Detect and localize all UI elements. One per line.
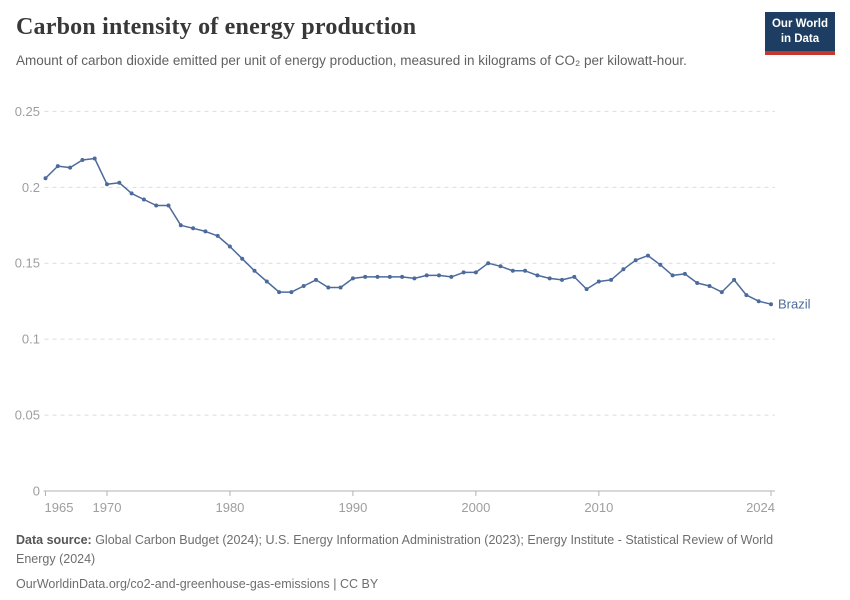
data-point <box>350 276 355 281</box>
data-point <box>535 273 540 278</box>
data-point <box>572 274 577 279</box>
data-point <box>400 274 405 279</box>
data-point <box>92 156 97 161</box>
data-point <box>682 271 687 276</box>
y-tick-label: 0.2 <box>22 180 40 195</box>
data-point <box>178 223 183 228</box>
chart-footer: Data source: Global Carbon Budget (2024)… <box>16 531 816 593</box>
data-point <box>719 290 724 295</box>
data-point <box>560 277 564 282</box>
data-point <box>633 258 638 263</box>
data-point <box>105 182 109 187</box>
y-tick-label: 0.1 <box>22 332 40 347</box>
x-tick-label: 2024 <box>746 500 775 515</box>
owid-logo-line2: in Data <box>780 32 820 45</box>
data-point <box>461 270 466 275</box>
owid-logo-line1: Our World <box>771 18 828 30</box>
data-source: Data source: Global Carbon Budget (2024)… <box>16 531 816 569</box>
data-point <box>129 191 134 196</box>
data-point <box>732 277 737 282</box>
data-point <box>424 273 429 278</box>
data-point <box>510 268 515 273</box>
x-tick-label: 1990 <box>338 500 367 515</box>
chart-header: Carbon intensity of energy production Am… <box>16 14 750 72</box>
data-point <box>252 268 257 273</box>
data-point <box>55 164 60 169</box>
data-point <box>264 279 269 284</box>
data-point <box>166 203 171 208</box>
data-point <box>609 277 614 282</box>
data-point <box>744 293 749 298</box>
y-tick-label: 0 <box>33 484 40 499</box>
x-tick-label: 2000 <box>461 500 490 515</box>
data-point <box>707 284 712 288</box>
data-point <box>117 180 122 185</box>
data-source-text: Global Carbon Budget (2024); U.S. Energy… <box>16 533 774 566</box>
owid-logo[interactable]: Our World in Data <box>764 12 835 55</box>
data-point <box>227 244 232 249</box>
footer-url: OurWorldinData.org/co2-and-greenhouse-ga… <box>16 576 379 591</box>
data-point <box>203 229 208 234</box>
data-point <box>756 299 761 304</box>
data-point <box>141 197 146 202</box>
x-tick-label: 2010 <box>584 500 613 515</box>
data-point <box>437 273 441 278</box>
data-point <box>338 285 343 290</box>
data-point <box>523 268 528 273</box>
entity-label: Brazil <box>778 297 811 312</box>
data-point <box>769 302 773 307</box>
y-tick-label: 0.05 <box>15 408 40 423</box>
x-tick-label: 1980 <box>215 500 244 515</box>
y-tick-label: 0.15 <box>15 256 40 271</box>
data-point <box>215 233 220 238</box>
data-point <box>547 276 552 281</box>
data-point <box>621 267 626 272</box>
data-point <box>646 253 650 258</box>
x-tick-label: 1970 <box>93 500 122 515</box>
data-point <box>277 290 282 295</box>
data-point <box>314 277 318 282</box>
data-point <box>486 261 491 266</box>
data-point <box>584 287 589 292</box>
x-tick-label: 1965 <box>45 500 74 515</box>
data-point <box>596 279 601 284</box>
data-point <box>670 273 675 278</box>
data-line <box>44 157 772 305</box>
data-point <box>363 274 368 279</box>
chart-subtitle: Amount of carbon dioxide emitted per uni… <box>16 53 687 68</box>
data-point <box>375 274 380 279</box>
data-point <box>154 203 159 208</box>
y-tick-label: 0.25 <box>15 104 40 119</box>
data-point <box>498 264 503 269</box>
data-point <box>387 274 392 279</box>
data-point <box>301 284 306 288</box>
data-point <box>473 270 478 275</box>
data-point <box>326 285 331 290</box>
data-point <box>658 262 663 267</box>
data-point <box>80 158 85 162</box>
data-point <box>695 281 700 285</box>
data-point <box>240 256 245 261</box>
data-point <box>289 290 294 295</box>
data-point <box>449 274 454 279</box>
data-point <box>43 176 48 181</box>
line-chart-svg: 0 0.05 0.1 0.15 0.2 0.25 1965 1970 1980 1990 2000 2… <box>15 104 811 515</box>
data-source-label: Data source: <box>16 533 92 547</box>
line-chart[interactable]: 0 0.05 0.1 0.15 0.2 0.25 1965 1970 1980 1990 2000 2… <box>0 100 850 530</box>
chart-title: Carbon intensity of energy production <box>16 14 417 40</box>
data-point <box>68 165 73 170</box>
data-point <box>191 226 196 231</box>
data-point <box>412 276 417 281</box>
